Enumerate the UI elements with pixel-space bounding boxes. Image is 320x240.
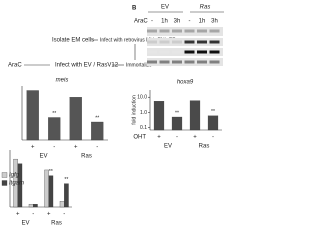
x-axis-label: OHT [133,135,146,141]
lane-label: 3h [174,19,181,25]
bar [91,121,104,141]
legend-label: Igfg [9,173,20,179]
y-axis-label: fold induction [131,95,137,125]
blot-band [147,29,157,33]
group-label: EV [39,154,47,160]
flow-node: Immortalize [126,62,152,68]
blot-band [159,29,170,33]
legend-swatch [1,172,8,178]
blot-band [209,50,220,54]
significance: ** [52,111,56,117]
significance: ** [64,177,68,183]
lane-label: 1h [161,19,168,25]
lane-label: - [151,19,153,25]
bar [28,203,34,208]
blot-band [209,40,220,44]
blot-band [209,60,220,64]
bands [147,29,220,64]
bar [171,116,183,131]
bar [64,183,69,208]
bar [189,100,201,131]
legend-swatch [1,180,8,186]
x-tick-label: + [31,145,35,151]
blot-band [197,29,207,33]
blot-band [147,40,157,44]
bar [59,201,65,208]
x-tick-label: + [16,212,20,218]
blot-group: Ras [200,5,211,11]
lane-label: 3h [211,19,218,25]
group-label: Ras [81,154,92,160]
blot-band [172,40,182,44]
bar [153,101,165,131]
x-tick-label: - [53,145,55,151]
group-label: Ras [51,221,62,225]
bar [44,169,49,208]
blot-band [184,40,195,44]
blot: B EV Ras AraC [132,5,224,66]
blot-band [147,60,157,64]
bar [17,163,23,208]
blot-group: EV [161,5,169,11]
bar [26,90,39,141]
blot-band [172,50,182,54]
flow-node: Infect with retrovirus MLL-ENL-ER [100,37,176,43]
group-label: EV [21,221,29,225]
x-tick-label: + [157,135,161,141]
significance: ** [175,110,179,116]
x-tick-label: + [193,135,197,141]
chart-title: meis [56,78,69,84]
blot-band [197,40,207,44]
blot-band [172,29,182,33]
group-label: Ras [199,144,210,150]
blot-band [159,50,170,54]
flow-node: Isolate EM cells [52,38,94,44]
group-label: EV [164,144,172,150]
blot-band [197,50,207,54]
blot-band [184,50,195,54]
panel-label: B [132,6,137,12]
blot-band [197,60,207,64]
x-tick-label: - [176,135,178,141]
blot-band [209,29,220,33]
significance: ** [95,115,99,121]
x-tick-label: - [96,145,98,151]
blot-band [172,60,182,64]
x-tick-label: + [47,212,51,218]
significance: ** [49,169,53,175]
y-tick-label: 0.1 [140,125,147,131]
bar [48,117,61,141]
flow-node: AraC [8,63,22,69]
bar [207,115,219,131]
bar [69,97,82,141]
blot-band [184,60,195,64]
x-tick-label: - [63,212,65,218]
bar [33,203,38,208]
figure: Isolate EM cells Infect with retrovirus … [1,5,224,225]
x-tick-label: - [32,212,34,218]
flowchart: Isolate EM cells Infect with retrovirus … [8,37,176,68]
y-tick-label: 1.0 [140,110,147,116]
chart-title: hoxa9 [177,80,194,86]
page: {"flowchart": {"nodes": ["Isolate EM cel… [1,4,224,225]
blot-band [159,60,170,64]
flow-node: Infect with EV / RasV12 [55,63,119,69]
y-tick-label: 10.0 [137,95,147,101]
x-tick-label: + [74,145,78,151]
lane-label: 1h [199,19,206,25]
blot-band [159,40,170,44]
significance: ** [211,109,215,115]
x-tick-label: - [212,135,214,141]
legend-label: Itgam [9,181,24,187]
blot-row-label: AraC [134,19,148,25]
blot-band [184,29,195,33]
bar [48,175,54,208]
lane-label: - [189,19,191,25]
blot-band [147,50,157,54]
